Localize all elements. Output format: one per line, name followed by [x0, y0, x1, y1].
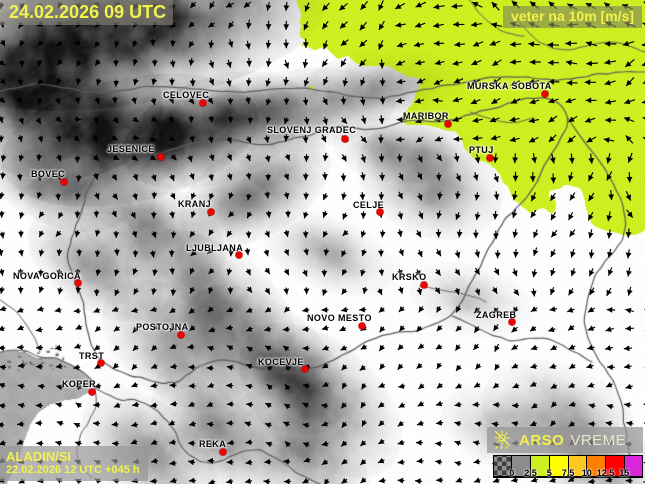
weather-map-app: CELOVEC JESENICE BOVEC KRANJ SLOVENJ GRADEC M… [0, 0, 645, 484]
map-basemap-canvas [0, 0, 645, 484]
